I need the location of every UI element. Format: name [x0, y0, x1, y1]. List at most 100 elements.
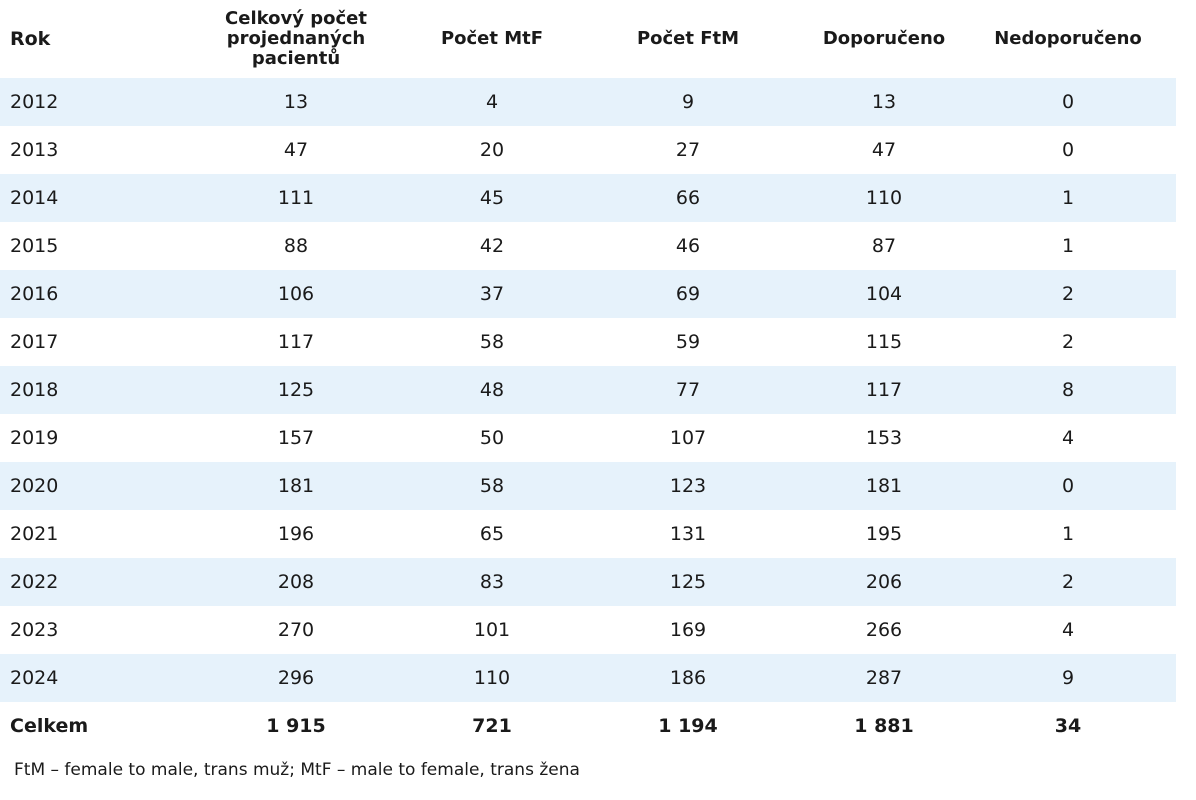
cell-ftm: 66: [675, 187, 701, 209]
cell-doporuceno: 87: [871, 235, 897, 257]
cell-mtf: 110: [473, 667, 511, 689]
cell-ftm: 131: [669, 523, 707, 545]
cell-rok: 2019: [10, 427, 59, 449]
table-row: 2012 13 4 9 13 0: [0, 78, 1176, 126]
cell-ftm: 107: [669, 427, 707, 449]
cell-celkovy: 47: [283, 139, 309, 161]
cell-nedoporuceno: 4: [1061, 427, 1075, 449]
cell-doporuceno: 110: [865, 187, 903, 209]
cell-mtf: 58: [479, 475, 505, 497]
table-row: 2019 157 50 107 153 4: [0, 414, 1176, 462]
header-pocet-ftm: Počet FtM: [636, 28, 740, 49]
cell-ftm: 169: [669, 619, 707, 641]
cell-nedoporuceno: 2: [1061, 331, 1075, 353]
cell-celkovy: 296: [277, 667, 315, 689]
cell-ftm: 123: [669, 475, 707, 497]
header-doporuceno: Doporučeno: [822, 28, 946, 49]
cell-mtf: 101: [473, 619, 511, 641]
cell-doporuceno: 206: [865, 571, 903, 593]
cell-ftm: 77: [675, 379, 701, 401]
table-row: 2020 181 58 123 181 0: [0, 462, 1176, 510]
table-footnote: FtM – female to male, trans muž; MtF – m…: [14, 760, 580, 780]
table-row: 2018 125 48 77 117 8: [0, 366, 1176, 414]
cell-doporuceno: 266: [865, 619, 903, 641]
header-celkovy-pocet-label: Celkový počet projednaných pacientů: [225, 8, 367, 69]
cell-celkovy: 157: [277, 427, 315, 449]
total-celkovy: 1 915: [266, 715, 326, 737]
cell-rok: 2023: [10, 619, 59, 641]
cell-nedoporuceno: 1: [1061, 187, 1075, 209]
cell-nedoporuceno: 1: [1061, 235, 1075, 257]
cell-rok: 2022: [10, 571, 59, 593]
cell-doporuceno: 117: [865, 379, 903, 401]
cell-celkovy: 270: [277, 619, 315, 641]
cell-nedoporuceno: 2: [1061, 571, 1075, 593]
table-row: 2021 196 65 131 195 1: [0, 510, 1176, 558]
cell-mtf: 42: [479, 235, 505, 257]
table-row: 2023 270 101 169 266 4: [0, 606, 1176, 654]
cell-doporuceno: 47: [871, 139, 897, 161]
cell-mtf: 45: [479, 187, 505, 209]
table-row: 2022 208 83 125 206 2: [0, 558, 1176, 606]
cell-ftm: 46: [675, 235, 701, 257]
cell-rok: 2015: [10, 235, 59, 257]
cell-mtf: 83: [479, 571, 505, 593]
cell-doporuceno: 153: [865, 427, 903, 449]
cell-rok: 2013: [10, 139, 59, 161]
cell-mtf: 65: [479, 523, 505, 545]
cell-celkovy: 88: [283, 235, 309, 257]
cell-nedoporuceno: 0: [1061, 91, 1075, 113]
cell-ftm: 186: [669, 667, 707, 689]
table-row: 2015 88 42 46 87 1: [0, 222, 1176, 270]
cell-celkovy: 181: [277, 475, 315, 497]
cell-nedoporuceno: 0: [1061, 475, 1075, 497]
cell-doporuceno: 104: [865, 283, 903, 305]
cell-nedoporuceno: 8: [1061, 379, 1075, 401]
cell-rok: 2020: [10, 475, 59, 497]
cell-celkovy: 208: [277, 571, 315, 593]
table-row: 2024 296 110 186 287 9: [0, 654, 1176, 702]
cell-celkovy: 196: [277, 523, 315, 545]
header-nedoporuceno: Nedoporučeno: [994, 28, 1142, 49]
cell-mtf: 37: [479, 283, 505, 305]
cell-rok: 2024: [10, 667, 59, 689]
cell-doporuceno: 181: [865, 475, 903, 497]
header-rok: Rok: [10, 28, 51, 50]
cell-nedoporuceno: 1: [1061, 523, 1075, 545]
cell-doporuceno: 13: [871, 91, 897, 113]
cell-ftm: 69: [675, 283, 701, 305]
cell-celkovy: 106: [277, 283, 315, 305]
cell-mtf: 50: [479, 427, 505, 449]
cell-mtf: 20: [479, 139, 505, 161]
table-row: 2013 47 20 27 47 0: [0, 126, 1176, 174]
cell-celkovy: 117: [277, 331, 315, 353]
table-row: 2014 111 45 66 110 1: [0, 174, 1176, 222]
cell-ftm: 9: [681, 91, 695, 113]
cell-nedoporuceno: 4: [1061, 619, 1075, 641]
total-label: Celkem: [10, 715, 89, 737]
cell-mtf: 58: [479, 331, 505, 353]
total-mtf: 721: [472, 715, 512, 737]
cell-rok: 2018: [10, 379, 59, 401]
cell-ftm: 59: [675, 331, 701, 353]
cell-rok: 2016: [10, 283, 59, 305]
header-pocet-mtf: Počet MtF: [440, 28, 544, 49]
cell-mtf: 4: [485, 91, 499, 113]
cell-mtf: 48: [479, 379, 505, 401]
cell-rok: 2012: [10, 91, 59, 113]
cell-nedoporuceno: 9: [1061, 667, 1075, 689]
total-doporuceno: 1 881: [854, 715, 914, 737]
cell-rok: 2021: [10, 523, 59, 545]
cell-celkovy: 125: [277, 379, 315, 401]
cell-doporuceno: 115: [865, 331, 903, 353]
cell-rok: 2017: [10, 331, 59, 353]
table-total-row: Celkem 1 915 721 1 194 1 881 34: [0, 702, 1176, 750]
cell-celkovy: 13: [283, 91, 309, 113]
cell-doporuceno: 195: [865, 523, 903, 545]
cell-doporuceno: 287: [865, 667, 903, 689]
cell-nedoporuceno: 2: [1061, 283, 1075, 305]
table-row: 2017 117 58 59 115 2: [0, 318, 1176, 366]
cell-rok: 2014: [10, 187, 59, 209]
patients-table: Rok Celkový počet projednaných pacientů …: [0, 0, 1176, 750]
table-header-row: Rok Celkový počet projednaných pacientů …: [0, 0, 1176, 78]
